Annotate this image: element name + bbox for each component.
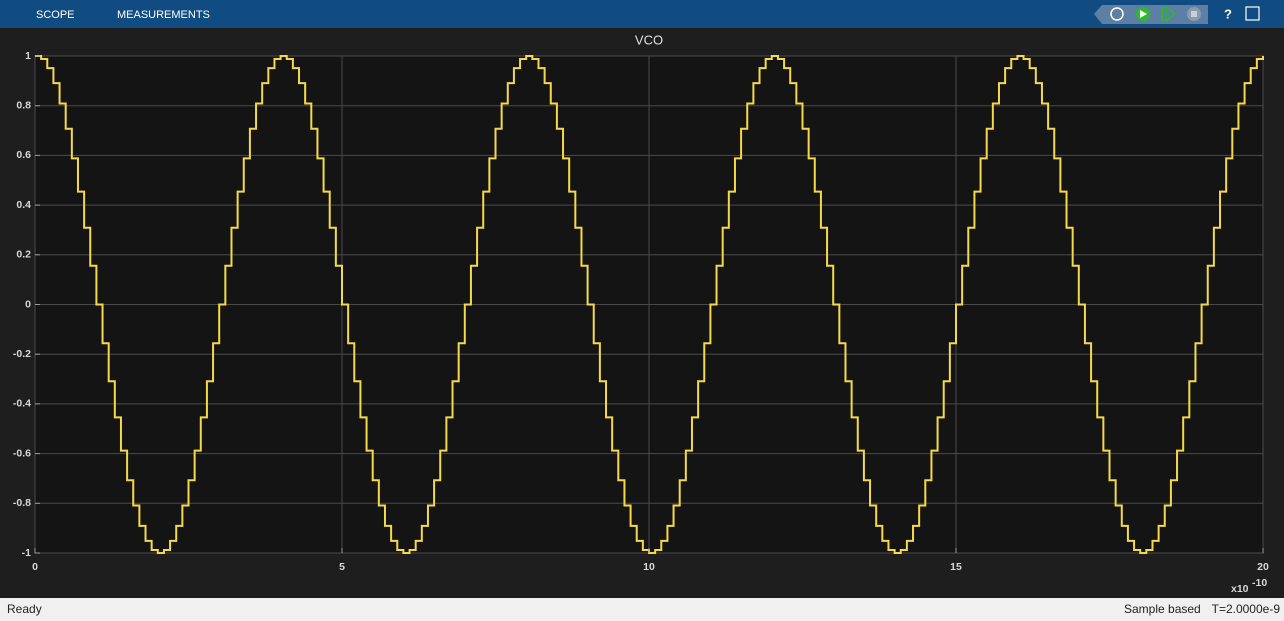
x-exponent: -10 xyxy=(1252,577,1267,589)
step-icon xyxy=(1165,5,1177,23)
button-strip xyxy=(1094,5,1208,24)
x-tick-label: 20 xyxy=(1257,561,1269,573)
x-tick-label: 5 xyxy=(339,561,345,573)
y-tick-label: 0.4 xyxy=(16,199,31,211)
chart-title: VCO xyxy=(635,32,663,47)
y-tick-label: 0.8 xyxy=(16,99,31,111)
x-tick-label: 15 xyxy=(950,561,962,573)
y-tick-label: -0.2 xyxy=(13,348,31,360)
y-tick-label: -0.6 xyxy=(13,447,31,459)
settings-button[interactable] xyxy=(1110,7,1124,21)
undock-button[interactable] xyxy=(1245,6,1260,21)
stop-icon xyxy=(1191,11,1197,17)
status-text: Ready xyxy=(7,602,42,616)
y-tick-label: 0.6 xyxy=(16,149,31,161)
run-icon xyxy=(1140,10,1147,18)
y-tick-label: -0.4 xyxy=(13,398,31,410)
y-tick-label: 0 xyxy=(25,298,31,310)
x-tick-label: 0 xyxy=(32,561,38,573)
y-tick-label: -1 xyxy=(22,547,31,559)
toolbar xyxy=(0,0,1284,28)
step-button[interactable] xyxy=(1161,7,1163,21)
y-tick-label: -0.8 xyxy=(13,497,31,509)
status-bar xyxy=(0,598,1284,621)
x-exponent-base: x10 xyxy=(1231,583,1249,595)
tab[interactable]: SCOPE xyxy=(36,9,75,21)
y-tick-label: 1 xyxy=(25,50,31,62)
status-time: T=2.0000e-9 xyxy=(1212,602,1281,616)
status-mode: Sample based xyxy=(1124,602,1201,616)
help-button[interactable] xyxy=(1220,6,1236,22)
help-icon: ? xyxy=(1224,6,1232,21)
tab[interactable]: MEASUREMENTS xyxy=(117,9,210,21)
toolbar-buttons: ? xyxy=(1094,5,1260,24)
y-tick-label: 0.2 xyxy=(16,249,31,261)
ticks: -1-0.8-0.6-0.4-0.200.20.40.60.810 5 10 15 20 xyxy=(13,50,1269,573)
x-tick-label: 10 xyxy=(643,561,655,573)
